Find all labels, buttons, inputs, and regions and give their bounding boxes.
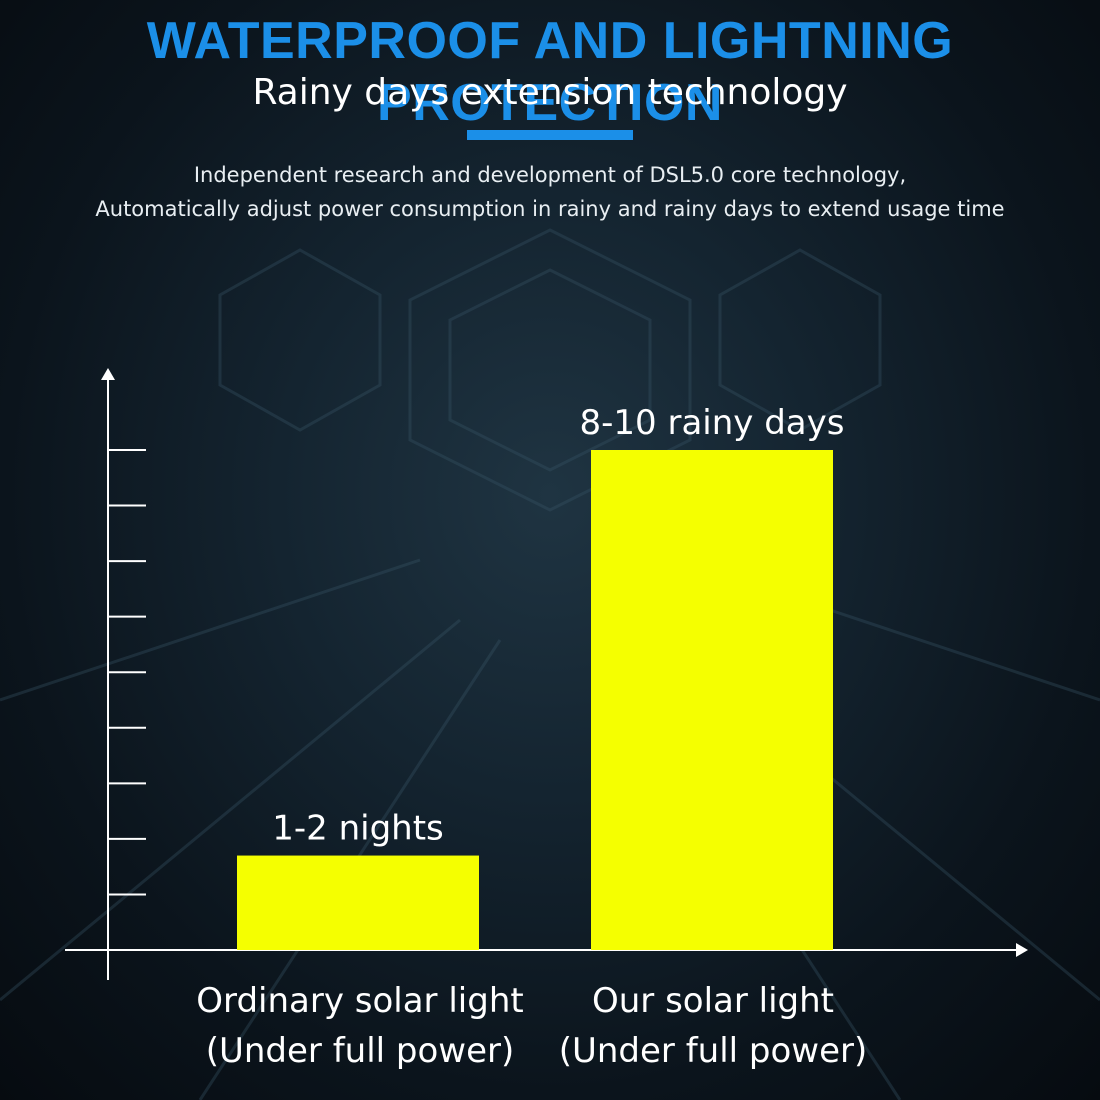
category-label-ours-line2: (Under full power) [558,1031,868,1071]
description-line-2: Automatically adjust power consumption i… [95,197,1005,221]
description-line-1: Independent research and development of … [193,163,907,187]
category-label-ordinary-line2: (Under full power) [205,1031,515,1071]
category-label-ordinary: Ordinary solar light (Under full power) [150,976,570,1076]
bar-1 [237,855,479,950]
data-labels: 1-2 nights 8-10 rainy days [272,403,844,849]
y-axis-arrow [101,368,115,380]
y-axis-ticks [108,449,146,896]
chart-axes [65,368,1028,980]
bar-2 [591,450,833,950]
accent-underline [467,130,633,140]
category-label-ours-line1: Our solar light [591,981,835,1021]
page-subtitle: Rainy days extension technology [252,72,848,113]
category-label-ordinary-line1: Ordinary solar light [196,981,524,1021]
category-label-ours: Our solar light (Under full power) [503,976,923,1076]
data-label-2: 8-10 rainy days [580,403,845,443]
chart-bars [237,450,833,950]
x-axis-arrow [1016,943,1028,957]
page-title: WATERPROOF AND LIGHTNING PROTECTION [146,12,954,132]
data-label-1: 1-2 nights [272,809,444,849]
